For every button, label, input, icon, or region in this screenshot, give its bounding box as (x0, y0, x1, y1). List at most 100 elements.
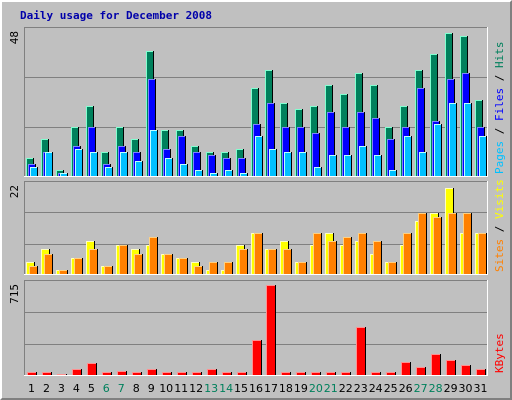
panel-usage-day-12 (191, 146, 203, 176)
day-label-31: 31 (474, 382, 488, 395)
bar-kbytes-day-30 (461, 365, 471, 375)
day-label-18: 18 (279, 382, 293, 395)
bar-sites-day-18-fill (283, 249, 292, 274)
bar-pages-day-19 (299, 152, 307, 176)
bar-sites-day-26 (403, 233, 412, 274)
bar-pages-day-12-fill (195, 170, 203, 176)
bar-sites-day-12-fill (194, 266, 203, 274)
legend-hits: Hits (493, 42, 506, 69)
panel-traffic-day-6 (102, 372, 112, 375)
bar-sites-day-22 (343, 237, 352, 274)
bar-sites-day-15 (239, 249, 248, 274)
bar-kbytes-day-5 (87, 363, 97, 375)
panel-visitors-day-13 (206, 262, 218, 274)
day-label-20: 20 (309, 382, 323, 395)
bar-pages-day-14 (225, 170, 233, 176)
bar-sites-day-24-fill (373, 241, 382, 274)
panel-visitors-day-3 (56, 270, 68, 274)
bar-kbytes-day-10-fill (162, 372, 172, 375)
bar-kbytes-day-16 (252, 340, 262, 375)
bar-pages-day-3-fill (60, 173, 68, 176)
bar-sites-day-25 (388, 262, 397, 274)
bar-kbytes-day-2-fill (42, 372, 52, 375)
bar-kbytes-day-20-fill (311, 372, 321, 375)
bar-pages-day-8 (135, 161, 143, 176)
bar-sites-day-20 (313, 233, 322, 274)
day-label-24: 24 (369, 382, 383, 395)
panel-visitors-day-17 (265, 249, 277, 274)
panel-usage-day-31 (475, 100, 487, 176)
bar-kbytes-day-27 (416, 367, 426, 375)
bar-sites-day-17-fill (268, 249, 277, 274)
bar-kbytes-day-6-fill (102, 372, 112, 375)
bar-kbytes-day-9 (147, 369, 157, 375)
bar-sites-day-16 (254, 233, 263, 274)
bar-sites-day-19-fill (298, 262, 307, 274)
bar-sites-day-13-fill (209, 262, 218, 274)
bar-sites-day-12 (194, 266, 203, 274)
bar-pages-day-18 (284, 152, 292, 176)
bar-kbytes-day-19 (296, 372, 306, 375)
panel-usage-day-13 (206, 152, 218, 176)
day-label-29: 29 (444, 382, 458, 395)
bar-sites-day-23-fill (358, 233, 367, 274)
bar-sites-day-31 (478, 233, 487, 274)
bar-pages-day-12 (195, 170, 203, 176)
day-label-7: 7 (118, 382, 125, 395)
bar-files-day-27-fill (417, 88, 425, 176)
bar-kbytes-day-4 (72, 369, 82, 375)
panel-visitors-day-28 (430, 213, 442, 274)
bar-pages-day-21-fill (329, 155, 337, 176)
bar-sites-day-6 (104, 266, 113, 274)
bar-hits-day-28-fill (430, 54, 438, 176)
panel-visitors-day-26 (400, 233, 412, 274)
bar-pages-day-28 (434, 124, 442, 176)
bar-sites-day-18 (283, 249, 292, 274)
panel-usage-day-15 (236, 149, 248, 176)
bar-kbytes-day-17 (266, 285, 276, 375)
day-label-21: 21 (324, 382, 338, 395)
bar-sites-day-7 (119, 245, 128, 274)
bar-kbytes-day-4-fill (72, 369, 82, 375)
panel-usage-day-20 (310, 106, 322, 176)
bar-pages-day-30-fill (464, 103, 472, 176)
panel-usage-day-10 (161, 130, 173, 176)
chart-title: Daily usage for December 2008 (20, 9, 212, 22)
bar-files-day-18-fill (282, 127, 290, 176)
panel-traffic-day-8 (132, 372, 142, 375)
panel-visitors-day-18 (280, 241, 292, 274)
bar-files-day-5-fill (88, 127, 96, 176)
bar-pages-day-3 (60, 173, 68, 176)
bar-sites-day-7-fill (119, 245, 128, 274)
panel-visitors-day-5 (86, 241, 98, 274)
panel-usage-day-18 (280, 103, 292, 176)
bar-kbytes-day-21 (326, 372, 336, 375)
panel-traffic-day-18 (281, 372, 291, 375)
panel-usage-day-6 (101, 152, 113, 176)
day-label-17: 17 (264, 382, 278, 395)
bar-files-day-20-fill (312, 133, 320, 176)
bar-sites-day-4 (74, 258, 83, 274)
panel-usage-day-23 (355, 73, 367, 176)
panel-traffic-day-24 (371, 372, 381, 375)
bar-kbytes-day-5-fill (87, 363, 97, 375)
bar-sites-day-5-fill (89, 249, 98, 274)
bar-kbytes-day-10 (162, 372, 172, 375)
panel-usage-ymax-label: 48 (8, 31, 21, 44)
bar-kbytes-day-20 (311, 372, 321, 375)
bar-sites-day-21-fill (328, 241, 337, 274)
bar-sites-day-17 (268, 249, 277, 274)
day-label-14: 14 (219, 382, 233, 395)
day-label-10: 10 (159, 382, 173, 395)
bar-kbytes-day-22 (341, 372, 351, 375)
bar-pages-day-18-fill (284, 152, 292, 176)
panel-usage-day-4 (71, 127, 83, 176)
bar-sites-day-14 (224, 262, 233, 274)
panel-usage-day-27 (415, 70, 427, 176)
bar-pages-day-13-fill (210, 173, 218, 176)
bar-kbytes-day-26 (401, 362, 411, 375)
panel-usage-day-14 (221, 152, 233, 176)
bar-sites-day-10 (164, 254, 173, 274)
bar-kbytes-day-7 (117, 371, 127, 375)
bar-pages-day-1-fill (30, 167, 38, 176)
